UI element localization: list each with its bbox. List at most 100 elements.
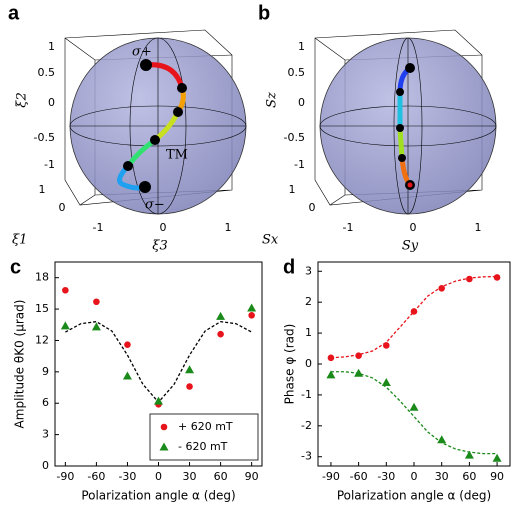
state-label: σ− xyxy=(145,198,165,213)
panel-letter: d xyxy=(283,256,295,278)
sphere-a xyxy=(64,29,247,215)
y-tick-label: 12 xyxy=(35,333,49,346)
point xyxy=(248,312,255,319)
x-tick-label: -30 xyxy=(377,470,395,483)
point xyxy=(93,298,100,306)
axis-label: Sy xyxy=(402,239,419,254)
y-tick-label: 3 xyxy=(305,264,312,277)
x-tick-label: 30 xyxy=(183,470,197,483)
fit-line xyxy=(330,275,498,359)
axis-label: Sx xyxy=(262,233,279,248)
x-tick-label: 30 xyxy=(435,470,449,483)
x-tick-label: -60 xyxy=(87,470,105,483)
point xyxy=(60,321,70,330)
tick-label: 0.5 xyxy=(288,66,306,79)
sphere-b xyxy=(314,29,497,215)
tick-label: 0 xyxy=(59,201,66,214)
x-tick-label: -30 xyxy=(118,470,136,483)
tick-label: -0.5 xyxy=(34,131,55,144)
point xyxy=(493,274,501,281)
x-tick-label: -90 xyxy=(56,470,74,483)
tick-label: -1 xyxy=(294,158,305,171)
tick-label: -0.5 xyxy=(284,131,305,144)
tick-label: 0 xyxy=(160,221,167,234)
y-tick-label: 6 xyxy=(42,396,49,409)
y-tick-label: -3 xyxy=(301,450,312,463)
tick-label: 1 xyxy=(298,40,305,53)
tick-label: 0 xyxy=(410,221,417,234)
points xyxy=(123,59,187,193)
x-axis-label: Polarization angle α (deg) xyxy=(81,489,235,503)
plot-frame xyxy=(317,261,511,467)
point xyxy=(327,354,335,362)
curve xyxy=(117,164,146,191)
axis-label: ξ2 xyxy=(15,92,30,107)
y-tick-label: 9 xyxy=(42,365,49,378)
point xyxy=(185,365,195,374)
y-tick-label: 3 xyxy=(42,428,49,441)
point xyxy=(186,383,193,390)
tick-label: -1 xyxy=(44,158,55,171)
tick-label: 0 xyxy=(309,201,316,214)
y-tick-label: 0 xyxy=(42,459,49,472)
panel-letter: a xyxy=(8,2,20,24)
legend-label: + 620 mT xyxy=(178,420,233,433)
point xyxy=(410,308,418,315)
point xyxy=(354,368,364,377)
point xyxy=(159,442,169,451)
point xyxy=(383,342,390,349)
y-tick-label: -2 xyxy=(301,419,312,432)
point xyxy=(247,303,257,312)
tick-label: 1 xyxy=(289,183,296,196)
y-tick-label: 0 xyxy=(305,357,312,370)
tick-label: 1 xyxy=(225,221,232,234)
state-label: σ+ xyxy=(132,45,152,60)
y-axis-label: Amplitude θK0 (μrad) xyxy=(13,300,27,429)
point xyxy=(409,402,419,411)
points xyxy=(396,63,415,190)
y-tick-label: 2 xyxy=(305,295,312,308)
state-label: TM xyxy=(166,148,188,163)
tick-label: 0.5 xyxy=(38,66,56,79)
panel-letter: c xyxy=(10,256,21,278)
x-axis-label: Polarization angle α (deg) xyxy=(337,489,491,503)
x-tick-label: -90 xyxy=(322,470,340,483)
end-point xyxy=(407,182,413,188)
y-axis-label: Phase φ (rad) xyxy=(283,324,297,405)
y-tick-label: 15 xyxy=(35,302,49,315)
legend-label: - 620 mT xyxy=(178,440,228,453)
x-tick-label: 60 xyxy=(214,470,228,483)
point xyxy=(466,275,473,283)
y-tick-label: 1 xyxy=(305,326,312,339)
tick-label: -1 xyxy=(343,221,354,234)
point xyxy=(438,284,445,292)
point xyxy=(160,423,168,431)
tick-label: -1 xyxy=(93,221,104,234)
x-tick-label: -60 xyxy=(350,470,368,483)
point xyxy=(154,396,163,405)
point xyxy=(381,378,391,387)
legend-box xyxy=(149,413,259,461)
point xyxy=(437,435,447,444)
curve xyxy=(397,127,405,159)
x-tick-label: 60 xyxy=(462,470,476,483)
point xyxy=(355,352,362,359)
point xyxy=(124,341,131,348)
x-tick-label: 0 xyxy=(411,470,418,483)
x-tick-label: 0 xyxy=(155,470,162,483)
axis-label: ξ3 xyxy=(152,239,167,254)
x-tick-label: 90 xyxy=(245,470,259,483)
point xyxy=(492,453,502,462)
y-tick-label: -1 xyxy=(301,388,312,401)
point xyxy=(464,450,474,459)
axis-label: Sz xyxy=(265,92,280,108)
tick-label: 0 xyxy=(48,96,55,109)
point xyxy=(216,311,226,320)
point xyxy=(326,370,336,379)
point xyxy=(91,322,101,331)
tick-label: 1 xyxy=(475,221,482,234)
x-tick-label: 90 xyxy=(490,470,504,483)
y-tick-label: 18 xyxy=(35,271,49,284)
panel-letter: b xyxy=(258,2,270,24)
